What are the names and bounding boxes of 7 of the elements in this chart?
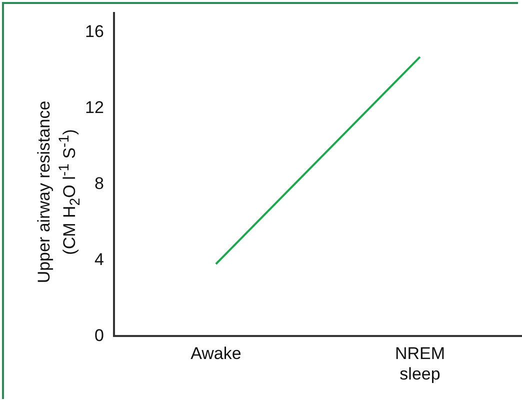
y-tick-label: 4	[94, 250, 104, 269]
x-tick-label: NREM sleep	[394, 344, 446, 384]
x-tick-label: Awake	[190, 344, 242, 364]
y-tick-label: 16	[84, 22, 104, 41]
y-tick-label: 12	[84, 98, 104, 117]
y-tick-label: 0	[94, 326, 104, 345]
y-tick-label: 8	[94, 174, 104, 193]
